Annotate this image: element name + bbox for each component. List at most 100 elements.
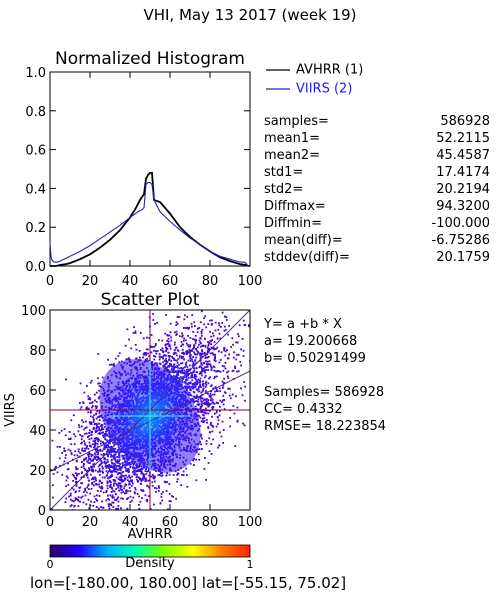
scatter-point — [56, 445, 59, 448]
scatter-point — [198, 381, 201, 384]
scatter-point — [199, 371, 202, 373]
scatter-point — [101, 471, 104, 474]
scatter-point — [67, 484, 70, 486]
scatter-point — [208, 377, 210, 380]
scatter-point — [206, 349, 209, 352]
histogram-series-avhrr — [50, 171, 250, 267]
scatter-point — [116, 473, 119, 476]
scatter-point — [165, 367, 167, 369]
scatter-point — [103, 422, 106, 425]
scatter-point — [98, 419, 101, 421]
scatter-point — [167, 508, 169, 510]
scatter-point — [216, 346, 219, 349]
scatter-point — [166, 361, 169, 363]
scatter-point — [97, 465, 100, 468]
scatter-point — [101, 481, 104, 484]
scatter-point — [129, 457, 131, 460]
scatter-point — [193, 367, 195, 369]
scatter-point — [205, 384, 208, 386]
scatter-point — [86, 470, 88, 472]
scatter-point — [195, 378, 197, 381]
scatter-point — [235, 353, 238, 356]
scatter-point — [185, 350, 188, 353]
scatter-point — [126, 470, 129, 473]
scatter-point — [94, 399, 96, 402]
scatter-point — [76, 454, 79, 457]
scatter-point — [203, 402, 206, 404]
scatter-point — [124, 344, 127, 347]
scatter-point — [188, 394, 191, 396]
scatter-point — [215, 425, 218, 428]
scatter-point — [84, 433, 86, 435]
scatter-point — [109, 364, 111, 366]
scatter-point — [153, 349, 155, 352]
scatter-point — [103, 448, 106, 450]
scatter-point — [168, 343, 171, 346]
scatter-point — [86, 460, 89, 463]
scatter-point — [181, 334, 184, 337]
scatter-point — [68, 431, 71, 433]
scatter-point — [222, 442, 224, 444]
scatter-title: Scatter Plot — [101, 290, 200, 310]
scatter-point — [65, 378, 67, 381]
scatter-point — [65, 479, 68, 482]
scatter-point — [120, 466, 123, 469]
scatter-point — [104, 462, 106, 465]
scatter-point — [187, 391, 190, 394]
scatter-point — [229, 397, 232, 400]
scatter-point — [217, 370, 220, 372]
scatter-point — [96, 483, 99, 486]
scatter-point — [118, 467, 121, 469]
scatter-point — [139, 500, 142, 503]
scatter-point — [209, 352, 212, 355]
scatter-point — [192, 459, 194, 462]
scatter-point — [117, 456, 120, 459]
scatter-point — [204, 403, 206, 406]
scatter-point — [193, 386, 196, 388]
scatter-point — [199, 416, 202, 419]
scatter-point — [113, 490, 116, 493]
scatter-point — [114, 456, 117, 459]
scatter-point — [114, 453, 117, 456]
scatter-point — [178, 363, 180, 366]
scatter-point — [184, 386, 187, 389]
scatter-point — [216, 416, 219, 419]
scatter-point — [113, 470, 116, 472]
scatter-point — [97, 453, 99, 456]
scatter-point — [242, 422, 244, 425]
scatter-point — [114, 451, 117, 454]
scatter-point — [180, 362, 182, 365]
scatter-point — [224, 315, 226, 318]
scatter-point — [241, 338, 244, 340]
scatter-point — [86, 436, 89, 438]
scatter-point — [82, 501, 85, 504]
scatter-point — [69, 449, 72, 452]
stat-value: 586928 — [440, 114, 490, 129]
scatter-point — [223, 365, 226, 368]
scatter-point — [75, 467, 78, 470]
scatter-point — [218, 350, 220, 353]
scatter-point — [136, 493, 139, 495]
scatter-point — [125, 458, 128, 460]
scatter-point — [140, 489, 142, 491]
scatter-point — [167, 365, 169, 368]
scatter-point — [112, 448, 114, 450]
scatter-point — [160, 349, 162, 351]
scatter-point — [198, 327, 201, 329]
scatter-point — [194, 400, 196, 403]
scatter-point — [165, 346, 167, 349]
scatter-point — [196, 403, 199, 406]
scatter-point — [106, 430, 108, 432]
scatter-point — [158, 362, 161, 365]
scatter-point — [210, 424, 213, 427]
scatter-point — [115, 466, 118, 468]
scatter-point — [210, 365, 212, 368]
scatter-point — [132, 466, 134, 469]
scatter-point — [52, 496, 54, 499]
scatter-point — [189, 356, 192, 359]
scatter-point — [203, 468, 206, 470]
scatter-point — [173, 357, 175, 360]
scatter-point — [56, 471, 59, 474]
scatter-point — [185, 467, 188, 470]
scatter-point — [206, 356, 209, 359]
